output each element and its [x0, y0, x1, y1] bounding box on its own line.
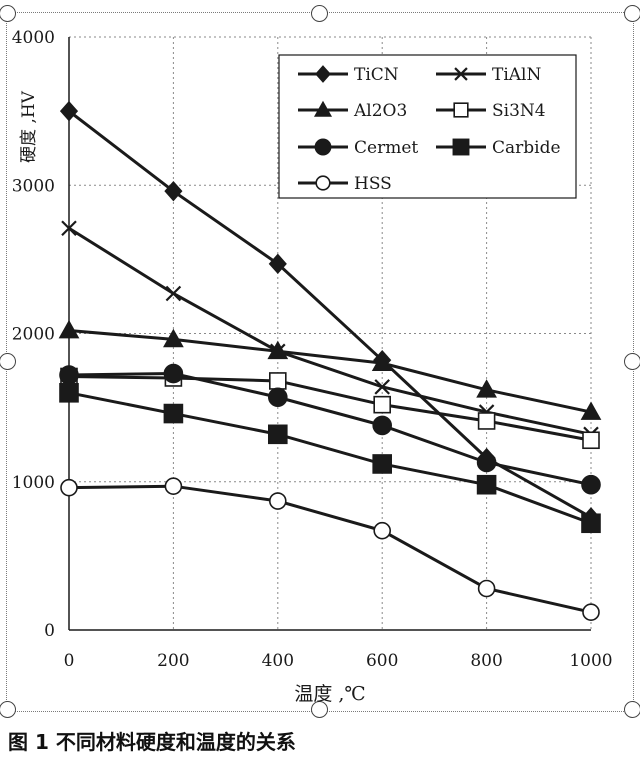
x-tick-label: 0	[64, 651, 75, 671]
data-point-cermet	[163, 363, 184, 384]
series-al2o3	[58, 319, 602, 420]
x-tick-label: 600	[366, 651, 398, 671]
series-line-tialn	[68, 226, 592, 436]
data-point-si3n4	[373, 395, 392, 414]
data-point-hss	[268, 492, 287, 510]
series-carbide	[59, 382, 601, 534]
legend-label-si3n4: Si3N4	[492, 101, 546, 121]
legend-label-al2o3: Al2O3	[353, 101, 407, 121]
data-point-hss	[582, 603, 600, 622]
series-line-carbide	[68, 391, 592, 525]
data-point-cermet	[581, 474, 601, 495]
data-point-hss	[60, 478, 78, 497]
data-point-al2o3	[580, 401, 602, 420]
data-point-al2o3	[58, 319, 80, 339]
resize-handle-bottom-center-icon[interactable]	[311, 701, 328, 718]
x-tick-label: 200	[157, 651, 189, 671]
data-point-hss	[477, 579, 496, 598]
series-cermet	[59, 363, 601, 495]
data-point-si3n4	[477, 412, 496, 430]
legend-marker-ticn	[315, 65, 331, 83]
resize-handle-middle-left-icon[interactable]	[0, 353, 16, 370]
legend: TiCN TiAlN Al2O3 Si3N4 Cermet Carbide HSS	[278, 54, 577, 199]
series-line-si3n4	[68, 374, 592, 442]
legend-box	[278, 54, 577, 199]
y-tick-label: 2000	[12, 325, 55, 345]
resize-handle-bottom-right-icon[interactable]	[624, 701, 640, 718]
legend-marker-tialn	[454, 67, 468, 81]
series-line-cermet	[68, 372, 592, 487]
x-tick-label: 1000	[569, 651, 612, 671]
data-point-hss	[373, 521, 392, 540]
y-tick-label: 1000	[12, 473, 55, 493]
series-line-hss	[68, 484, 592, 614]
data-point-al2o3	[371, 352, 393, 371]
legend-marker-cermet	[314, 138, 332, 156]
data-point-cermet	[59, 365, 79, 385]
series-line-ticn	[68, 109, 592, 519]
data-point-cermet	[372, 415, 393, 436]
x-tick-label: 400	[262, 651, 294, 671]
data-point-carbide	[59, 382, 79, 403]
data-point-al2o3	[163, 328, 184, 348]
data-point-ticn	[59, 100, 79, 122]
legend-marker-carbide	[452, 138, 470, 156]
legend-label-carbide: Carbide	[492, 138, 561, 158]
series-hss	[60, 477, 600, 622]
legend-label-tialn: TiAlN	[492, 65, 541, 85]
resize-handle-bottom-left-icon[interactable]	[0, 701, 16, 718]
y-tick-label: 0	[44, 621, 55, 641]
data-point-tialn	[165, 285, 182, 302]
resize-handle-middle-right-icon[interactable]	[624, 353, 640, 370]
legend-label-hss: HSS	[354, 174, 392, 194]
resize-handle-top-left-icon[interactable]	[0, 5, 16, 22]
y-axis-title: 硬度 ,HV	[19, 90, 39, 163]
data-point-al2o3	[267, 340, 289, 360]
data-point-carbide	[267, 424, 288, 445]
data-point-hss	[164, 477, 183, 495]
legend-marker-si3n4	[453, 102, 469, 118]
data-point-al2o3	[476, 379, 497, 398]
x-axis-title: 温度 ,℃	[294, 683, 365, 705]
figure-caption: 图 1 不同材料硬度和温度的关系	[8, 730, 296, 754]
legend-marker-al2o3	[313, 100, 333, 117]
data-point-cermet	[267, 387, 288, 408]
resize-handle-top-right-icon[interactable]	[624, 5, 640, 22]
series-line-al2o3	[68, 329, 592, 414]
data-point-carbide	[163, 403, 184, 424]
data-point-carbide	[581, 513, 601, 534]
data-point-carbide	[476, 474, 497, 495]
hardness-temperature-chart: 0 1000 2000 3000 4000 0 200 400 600 800 1000 温度 ,℃ 硬…	[12, 28, 613, 705]
legend-marker-hss	[315, 175, 331, 191]
data-point-cermet	[476, 452, 497, 473]
legend-label-ticn: TiCN	[354, 65, 399, 85]
data-point-si3n4	[268, 372, 287, 390]
data-point-tialn	[374, 379, 390, 395]
data-point-si3n4	[582, 431, 600, 450]
data-point-carbide	[372, 454, 393, 474]
data-point-ticn	[164, 180, 183, 202]
data-point-ticn	[268, 253, 287, 275]
resize-handle-top-center-icon[interactable]	[311, 5, 328, 22]
y-tick-label: 3000	[12, 176, 55, 196]
y-tick-label: 4000	[12, 28, 55, 48]
data-point-tialn	[61, 220, 77, 237]
x-tick-label: 800	[470, 651, 502, 671]
legend-label-cermet: Cermet	[354, 138, 418, 158]
